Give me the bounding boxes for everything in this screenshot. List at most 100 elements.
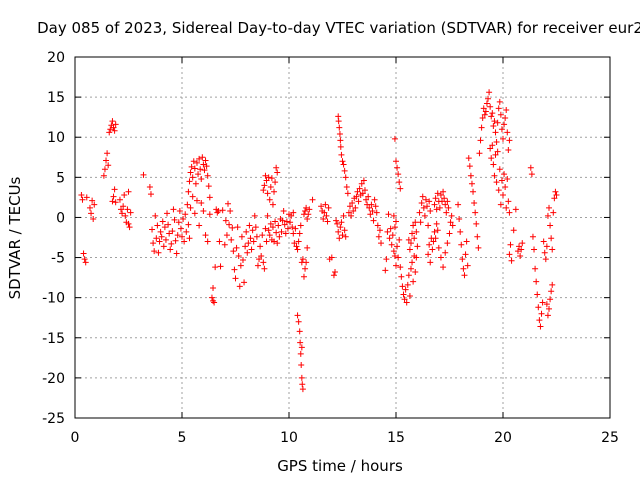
data-point [189,193,196,200]
data-point [263,177,270,184]
data-point [190,158,197,165]
data-point [337,143,344,150]
data-point [119,210,126,217]
data-point [363,196,370,203]
data-point [433,220,440,227]
data-point [346,203,353,210]
data-point [198,175,205,182]
data-point [340,212,347,219]
data-point [284,225,291,232]
data-point [337,224,344,231]
data-point [164,210,171,217]
data-point [110,193,117,200]
data-point [516,243,523,250]
x-tick-label: 25 [601,430,619,446]
data-point [146,183,153,190]
data-point [420,204,427,211]
data-point [491,172,498,179]
data-point [192,180,199,187]
data-point [460,265,467,272]
y-tick-label: -15 [42,331,65,347]
data-point [202,157,209,164]
data-point [105,162,112,169]
data-point [299,256,306,263]
data-point [264,190,271,197]
data-point [393,218,399,225]
data-point [394,243,401,250]
data-point [300,273,307,280]
data-point [446,230,453,237]
data-point [402,286,409,293]
data-point [411,235,418,242]
data-point [503,204,510,211]
data-point [551,195,558,202]
data-point [82,259,89,266]
data-point [399,283,406,290]
data-point [323,212,330,219]
data-point [120,203,127,210]
data-point [332,268,339,275]
data-point [236,283,243,290]
data-point [188,163,195,170]
data-point [172,237,179,244]
data-point [267,220,274,227]
data-point [112,121,119,128]
data-point [391,135,398,142]
data-point [302,208,309,215]
data-point [528,171,535,178]
data-point [412,268,419,275]
data-point [274,169,281,176]
data-point [174,232,181,239]
data-point [502,114,509,121]
data-point [333,217,340,224]
data-point [405,236,412,243]
data-point [534,291,541,298]
data-point [260,259,267,266]
data-point [543,301,550,308]
data-point [470,188,477,195]
data-point [370,217,377,224]
data-point [508,257,515,264]
data-point [336,131,343,138]
data-point [206,211,213,218]
data-point [318,203,325,210]
data-point [533,278,540,285]
axis-ticks: 0 5 10 15 20 25 -25 -20 -15 -10 -5 0 5 10 15 20 [42,50,619,446]
data-point [531,246,538,253]
data-point [461,272,468,279]
x-axis-label: GPS time / hours [277,457,403,475]
y-tick-label: 10 [47,130,65,146]
data-point [89,197,96,204]
data-point [502,183,509,190]
data-point [396,236,403,243]
data-point [183,228,190,235]
data-point [222,217,229,224]
data-point [182,211,189,218]
data-point [90,216,97,223]
data-point [490,122,497,129]
data-point [297,222,304,229]
data-point [109,118,116,125]
data-point [294,312,301,319]
data-point [248,246,255,253]
data-point [507,241,514,248]
data-point [396,179,403,186]
data-point [337,137,344,144]
data-point [122,212,129,219]
data-point [407,240,414,247]
data-point [517,252,524,259]
data-point [199,154,206,161]
data-point [201,167,208,174]
data-point [496,98,503,105]
data-point [388,241,395,248]
data-point [215,208,222,215]
y-tick-label: 0 [56,210,65,226]
data-point [200,208,207,215]
data-point [395,171,402,178]
data-point [290,209,297,216]
data-point [427,259,434,266]
y-tick-label: 20 [47,50,65,66]
data-point [233,244,240,251]
y-tick-label: -25 [42,411,65,427]
data-point [262,172,269,179]
